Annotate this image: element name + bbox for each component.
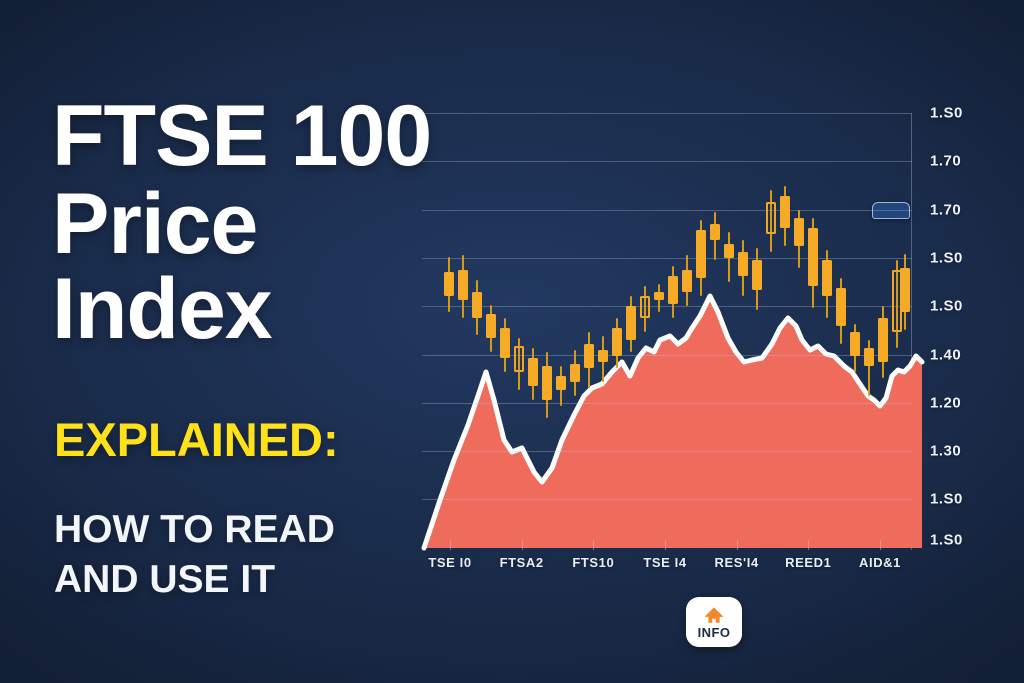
candle-body[interactable] [528, 358, 538, 386]
candle-body[interactable] [808, 228, 818, 286]
y-axis-tick-label: 1.30 [930, 442, 962, 460]
candle-body[interactable] [542, 366, 552, 400]
candle-body[interactable] [710, 224, 720, 240]
x-axis-tick [736, 540, 738, 550]
candle-wick [518, 338, 520, 390]
candle-body[interactable] [612, 328, 622, 356]
candle-body[interactable] [878, 318, 888, 362]
chart-gridline [422, 210, 912, 211]
candle-body[interactable] [682, 270, 692, 292]
y-axis-tick-label: 1.70 [930, 201, 962, 219]
candle-body[interactable] [570, 364, 580, 382]
x-axis-tick-label: FTS10 [572, 555, 615, 570]
chart-plot-area: 1.S0 1.70 1.70 1.S0 1.S0 1.40 1.20 1.30 1.S0 1.S0… [421, 100, 962, 570]
candle-body[interactable] [500, 328, 510, 358]
candle-body[interactable] [472, 292, 482, 318]
headline-block: FTSE 100 Price Index [52, 88, 452, 358]
x-axis-tick-label: REED1 [785, 555, 832, 570]
y-axis-tick-label: 1.S0 [930, 531, 963, 549]
x-axis-tick [808, 540, 810, 550]
price-chart: 1.S0 1.70 1.70 1.S0 1.S0 1.40 1.20 1.30 1.S0 1.S0… [412, 100, 962, 585]
y-axis-tick-label: 1.S0 [930, 490, 963, 508]
candle-body[interactable] [780, 196, 790, 228]
candle-body[interactable] [696, 230, 706, 278]
candle-body[interactable] [836, 288, 846, 326]
candle-body[interactable] [640, 296, 650, 318]
headline-line-3: Index [52, 261, 273, 358]
x-axis-tick [880, 540, 881, 550]
upload-arrow-icon [704, 606, 724, 623]
area-line [421, 293, 925, 551]
y-axis-tick-label: 1.S0 [930, 249, 963, 267]
candle-wick [896, 260, 898, 348]
candle-wick [644, 286, 646, 332]
candle-wick [868, 340, 870, 396]
chart-gridline [422, 451, 912, 452]
chart-gridline [422, 161, 912, 162]
chart-gridline [422, 113, 912, 114]
x-axis-tick-label: RES'I4 [714, 555, 759, 570]
x-axis-tick-label: FTSA2 [499, 555, 544, 570]
info-badge[interactable]: INFO [686, 597, 742, 647]
candle-body[interactable] [752, 260, 762, 290]
current-price-marker[interactable] [872, 202, 910, 219]
candle-body[interactable] [850, 332, 860, 356]
x-axis-tick-label: TSE I0 [428, 555, 472, 570]
x-axis-tick [521, 540, 523, 550]
area-series-chart [421, 293, 925, 551]
chart-gridline [422, 306, 912, 307]
y-axis-tick-label: 1.S0 [930, 297, 963, 315]
x-axis-tick [450, 540, 451, 550]
info-badge-label: INFO [697, 624, 731, 640]
chart-gridline [422, 499, 912, 500]
x-axis-tick [665, 540, 666, 550]
candle-body[interactable] [486, 314, 496, 338]
x-axis-tick [593, 540, 595, 550]
chart-gridline [422, 355, 912, 356]
chart-y-axis-line [911, 113, 912, 550]
subhead-explained: EXPLAINED: [54, 413, 339, 466]
candle-body[interactable] [794, 218, 804, 246]
candle-wick [770, 190, 772, 252]
candle-body[interactable] [444, 272, 454, 296]
subhead-body: HOW TO READ AND USE IT [54, 505, 335, 605]
subhead-body-line-1: HOW TO READ [54, 508, 335, 551]
candle-body[interactable] [598, 350, 608, 362]
headline-line-2: Price [52, 175, 258, 272]
candle-body[interactable] [724, 244, 734, 258]
chart-gridline [422, 258, 912, 259]
y-axis-tick-label: 1.70 [930, 152, 962, 170]
candle-body[interactable] [766, 202, 776, 234]
y-axis-tick-label: 1.S0 [930, 104, 963, 122]
area-fill [424, 296, 922, 548]
headline-line-1: FTSE 100 [52, 88, 432, 184]
y-axis-tick-label: 1.40 [930, 346, 962, 364]
candle-body[interactable] [556, 376, 566, 390]
chart-gridline [422, 403, 912, 404]
candle-body[interactable] [514, 346, 524, 372]
candle-body[interactable] [900, 268, 910, 312]
candle-body[interactable] [668, 276, 678, 304]
candle-body[interactable] [458, 270, 468, 300]
candle-body[interactable] [584, 344, 594, 368]
y-axis-tick-label: 1.20 [930, 394, 962, 412]
candle-body[interactable] [626, 306, 636, 340]
subhead-body-line-2: AND USE IT [54, 557, 276, 601]
candle-body[interactable] [738, 252, 748, 276]
candle-body[interactable] [822, 260, 832, 296]
x-axis-tick-label: AID&1 [858, 555, 902, 570]
candle-body[interactable] [654, 292, 664, 300]
candle-body[interactable] [864, 348, 874, 366]
x-axis-tick-label: TSE I4 [643, 555, 687, 570]
